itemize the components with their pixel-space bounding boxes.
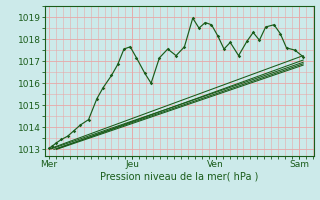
X-axis label: Pression niveau de la mer( hPa ): Pression niveau de la mer( hPa ) (100, 172, 258, 182)
